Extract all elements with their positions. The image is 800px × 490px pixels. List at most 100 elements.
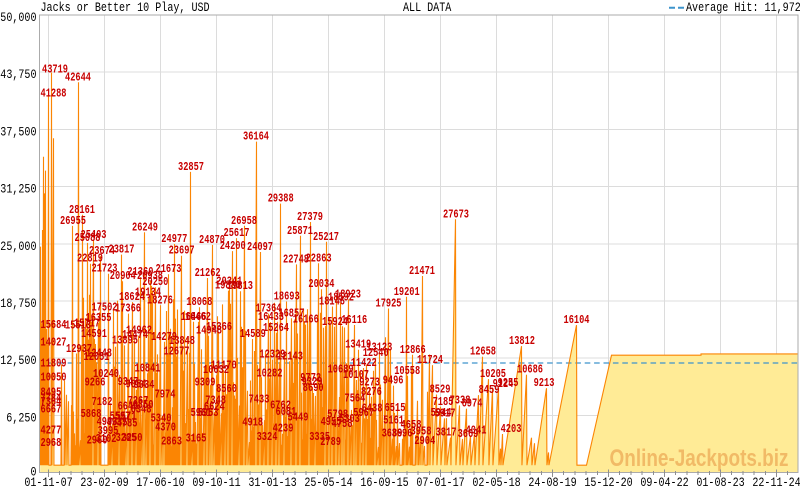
svg-text:14589: 14589 [240, 327, 266, 341]
svg-text:18693: 18693 [274, 289, 300, 303]
svg-text:3995: 3995 [98, 424, 119, 438]
svg-text:6081: 6081 [276, 405, 297, 419]
svg-text:4758: 4758 [332, 417, 353, 431]
svg-text:2904: 2904 [414, 434, 435, 448]
svg-text:6624: 6624 [204, 400, 225, 414]
svg-text:12,500: 12,500 [0, 353, 36, 368]
svg-text:13812: 13812 [509, 334, 535, 348]
svg-text:50,000: 50,000 [0, 10, 36, 25]
svg-text:25088: 25088 [75, 231, 101, 245]
svg-text:15264: 15264 [263, 321, 289, 335]
svg-text:3102: 3102 [96, 432, 117, 446]
svg-text:21360: 21360 [127, 265, 153, 279]
svg-text:25617: 25617 [224, 226, 250, 240]
svg-text:6515: 6515 [385, 401, 406, 415]
svg-text:15-12-20: 15-12-20 [584, 475, 632, 490]
svg-text:09-10-11: 09-10-11 [192, 475, 240, 490]
svg-text:27673: 27673 [443, 207, 469, 221]
svg-text:8276: 8276 [361, 385, 382, 399]
svg-text:12448: 12448 [86, 347, 112, 361]
svg-text:5597: 5597 [110, 409, 131, 423]
svg-text:16462: 16462 [185, 310, 211, 324]
svg-text:25-05-14: 25-05-14 [304, 475, 352, 490]
svg-text:5449: 5449 [288, 411, 309, 425]
svg-text:21471: 21471 [409, 264, 435, 278]
svg-text:32857: 32857 [178, 160, 204, 174]
svg-text:13419: 13419 [345, 338, 371, 352]
svg-text:21723: 21723 [92, 262, 118, 276]
svg-text:11422: 11422 [351, 356, 377, 370]
svg-text:Average Hit: 11,972: Average Hit: 11,972 [686, 0, 800, 15]
svg-text:15513: 15513 [65, 319, 91, 333]
svg-text:24977: 24977 [161, 232, 187, 246]
svg-text:7267: 7267 [128, 394, 149, 408]
svg-text:12937: 12937 [66, 342, 92, 356]
svg-text:4955: 4955 [321, 415, 342, 429]
svg-text:25403: 25403 [81, 228, 107, 242]
svg-text:11809: 11809 [41, 356, 67, 370]
svg-text:8495: 8495 [41, 386, 62, 400]
svg-text:12540: 12540 [363, 346, 389, 360]
svg-text:43,750: 43,750 [0, 67, 36, 82]
svg-text:5961: 5961 [191, 406, 212, 420]
svg-text:18592: 18592 [328, 290, 354, 304]
svg-text:7784: 7784 [41, 392, 62, 406]
svg-text:11170: 11170 [211, 358, 237, 372]
svg-text:19880: 19880 [215, 279, 241, 293]
svg-text:22-11-24: 22-11-24 [752, 475, 800, 490]
svg-text:4658: 4658 [401, 418, 422, 432]
svg-text:7182: 7182 [92, 395, 113, 409]
svg-text:2968: 2968 [41, 436, 62, 450]
svg-text:15924: 15924 [322, 315, 348, 329]
svg-text:7185: 7185 [433, 395, 454, 409]
svg-text:13123: 13123 [366, 340, 392, 354]
svg-text:18,750: 18,750 [0, 296, 36, 311]
svg-text:9329: 9329 [302, 375, 323, 389]
svg-text:3205: 3205 [116, 431, 137, 445]
svg-text:5917: 5917 [435, 406, 456, 420]
svg-text:24200: 24200 [220, 239, 246, 253]
svg-text:12329: 12329 [259, 348, 285, 362]
svg-text:5868: 5868 [81, 407, 102, 421]
svg-text:16857: 16857 [278, 306, 304, 320]
svg-text:6646: 6646 [118, 400, 139, 414]
svg-text:5944: 5944 [431, 406, 452, 420]
svg-text:3324: 3324 [257, 430, 278, 444]
svg-text:Online-Jackpots.biz: Online-Jackpots.biz [610, 445, 789, 472]
svg-text:6762: 6762 [270, 399, 291, 413]
svg-text:3817: 3817 [436, 426, 457, 440]
svg-text:42644: 42644 [65, 70, 91, 84]
svg-text:20904: 20904 [110, 269, 136, 283]
svg-text:11724: 11724 [417, 353, 443, 367]
svg-text:7974: 7974 [155, 388, 176, 402]
svg-text:20250: 20250 [142, 275, 168, 289]
svg-text:6348: 6348 [131, 402, 152, 416]
svg-text:36164: 36164 [243, 130, 269, 144]
svg-text:18624: 18624 [119, 290, 145, 304]
svg-text:26958: 26958 [231, 214, 257, 228]
svg-text:8529: 8529 [430, 382, 451, 396]
svg-text:7364: 7364 [41, 395, 62, 409]
svg-text:16433: 16433 [258, 310, 284, 324]
svg-text:17925: 17925 [376, 296, 402, 310]
svg-text:10107: 10107 [343, 368, 369, 382]
svg-text:4993: 4993 [97, 415, 118, 429]
svg-text:22819: 22819 [77, 252, 103, 266]
svg-text:19813: 19813 [227, 279, 253, 293]
svg-text:01-08-23: 01-08-23 [696, 475, 744, 490]
svg-text:9034: 9034 [134, 378, 155, 392]
svg-text:0: 0 [31, 465, 37, 480]
svg-text:6974: 6974 [462, 397, 483, 411]
svg-text:14962: 14962 [126, 324, 152, 338]
svg-text:16104: 16104 [564, 313, 590, 327]
svg-text:25,000: 25,000 [0, 239, 36, 254]
svg-text:18923: 18923 [335, 287, 361, 301]
svg-text:4935: 4935 [107, 415, 128, 429]
svg-text:4277: 4277 [41, 424, 62, 438]
svg-text:17364: 17364 [256, 302, 282, 316]
svg-text:20341: 20341 [216, 274, 242, 288]
svg-text:12143: 12143 [277, 349, 303, 363]
svg-text:20938: 20938 [137, 269, 163, 283]
svg-text:10205: 10205 [480, 367, 506, 381]
svg-text:9124: 9124 [493, 377, 514, 391]
